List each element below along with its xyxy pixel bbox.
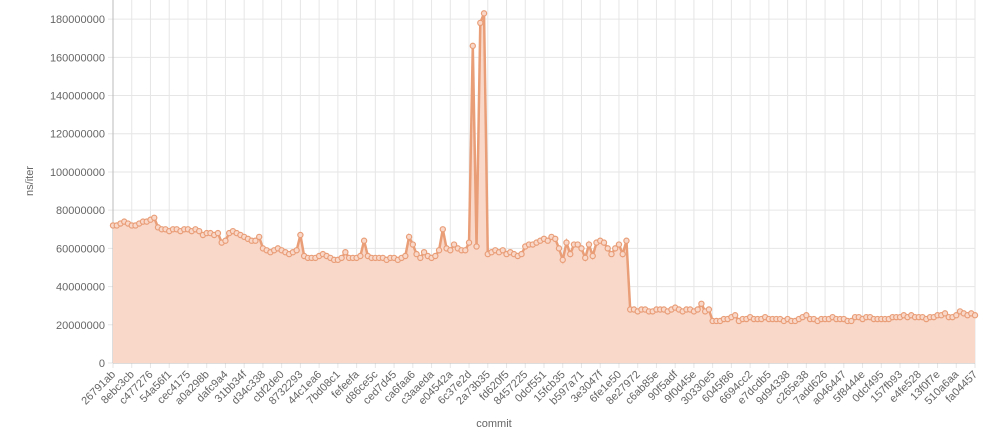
y-tick-label: 60000000	[56, 243, 105, 255]
point	[555, 245, 563, 252]
point	[293, 247, 300, 254]
y-tick-label: 120000000	[50, 129, 105, 141]
point	[465, 239, 473, 246]
point	[417, 254, 424, 262]
point	[473, 243, 480, 250]
point	[338, 254, 345, 262]
area	[113, 13, 975, 364]
point	[405, 233, 413, 241]
point	[435, 247, 443, 254]
y-tick-label: 0	[99, 358, 105, 370]
point	[151, 214, 158, 221]
point	[432, 252, 439, 260]
point	[255, 233, 263, 241]
point	[214, 229, 222, 237]
point	[477, 19, 484, 27]
point	[574, 241, 581, 248]
point	[297, 231, 304, 239]
point	[589, 252, 596, 260]
point	[544, 237, 551, 244]
y-tick-label: 180000000	[50, 14, 105, 26]
point	[600, 239, 608, 246]
point	[803, 312, 810, 319]
point	[499, 247, 506, 254]
point	[941, 310, 949, 317]
point	[342, 248, 349, 256]
point	[559, 256, 566, 264]
point	[608, 250, 615, 258]
y-tick-label: 80000000	[56, 205, 105, 217]
point	[552, 235, 559, 243]
point	[698, 300, 705, 307]
point	[848, 317, 855, 325]
y-tick-label: 140000000	[50, 91, 105, 103]
y-tick-label: 160000000	[50, 52, 105, 64]
point	[252, 237, 259, 244]
point	[518, 250, 525, 258]
point	[971, 312, 979, 319]
point	[563, 239, 570, 246]
point	[578, 245, 585, 252]
point	[402, 252, 409, 260]
point	[567, 250, 574, 258]
point	[439, 226, 447, 233]
point	[953, 312, 960, 319]
point	[480, 10, 488, 17]
point	[450, 241, 458, 248]
point	[585, 241, 593, 248]
point	[195, 227, 203, 235]
point	[413, 250, 420, 258]
point	[447, 247, 454, 254]
point	[705, 306, 713, 313]
y-tick-label: 100000000	[50, 167, 105, 179]
point	[604, 245, 611, 252]
point	[612, 245, 619, 252]
point	[462, 247, 469, 254]
point	[582, 254, 589, 262]
point	[615, 241, 623, 248]
point	[222, 237, 229, 244]
point	[623, 237, 630, 244]
point	[357, 252, 364, 260]
y-tick-label: 40000000	[56, 282, 105, 294]
y-axis-label: ns/iter	[24, 166, 36, 196]
point	[420, 248, 428, 256]
point	[619, 250, 626, 258]
point	[731, 312, 739, 319]
y-tick-label: 20000000	[56, 320, 105, 332]
x-axis-label: commit	[476, 418, 511, 430]
point	[409, 241, 417, 248]
point	[694, 306, 701, 313]
point	[469, 42, 476, 50]
point	[360, 237, 368, 244]
